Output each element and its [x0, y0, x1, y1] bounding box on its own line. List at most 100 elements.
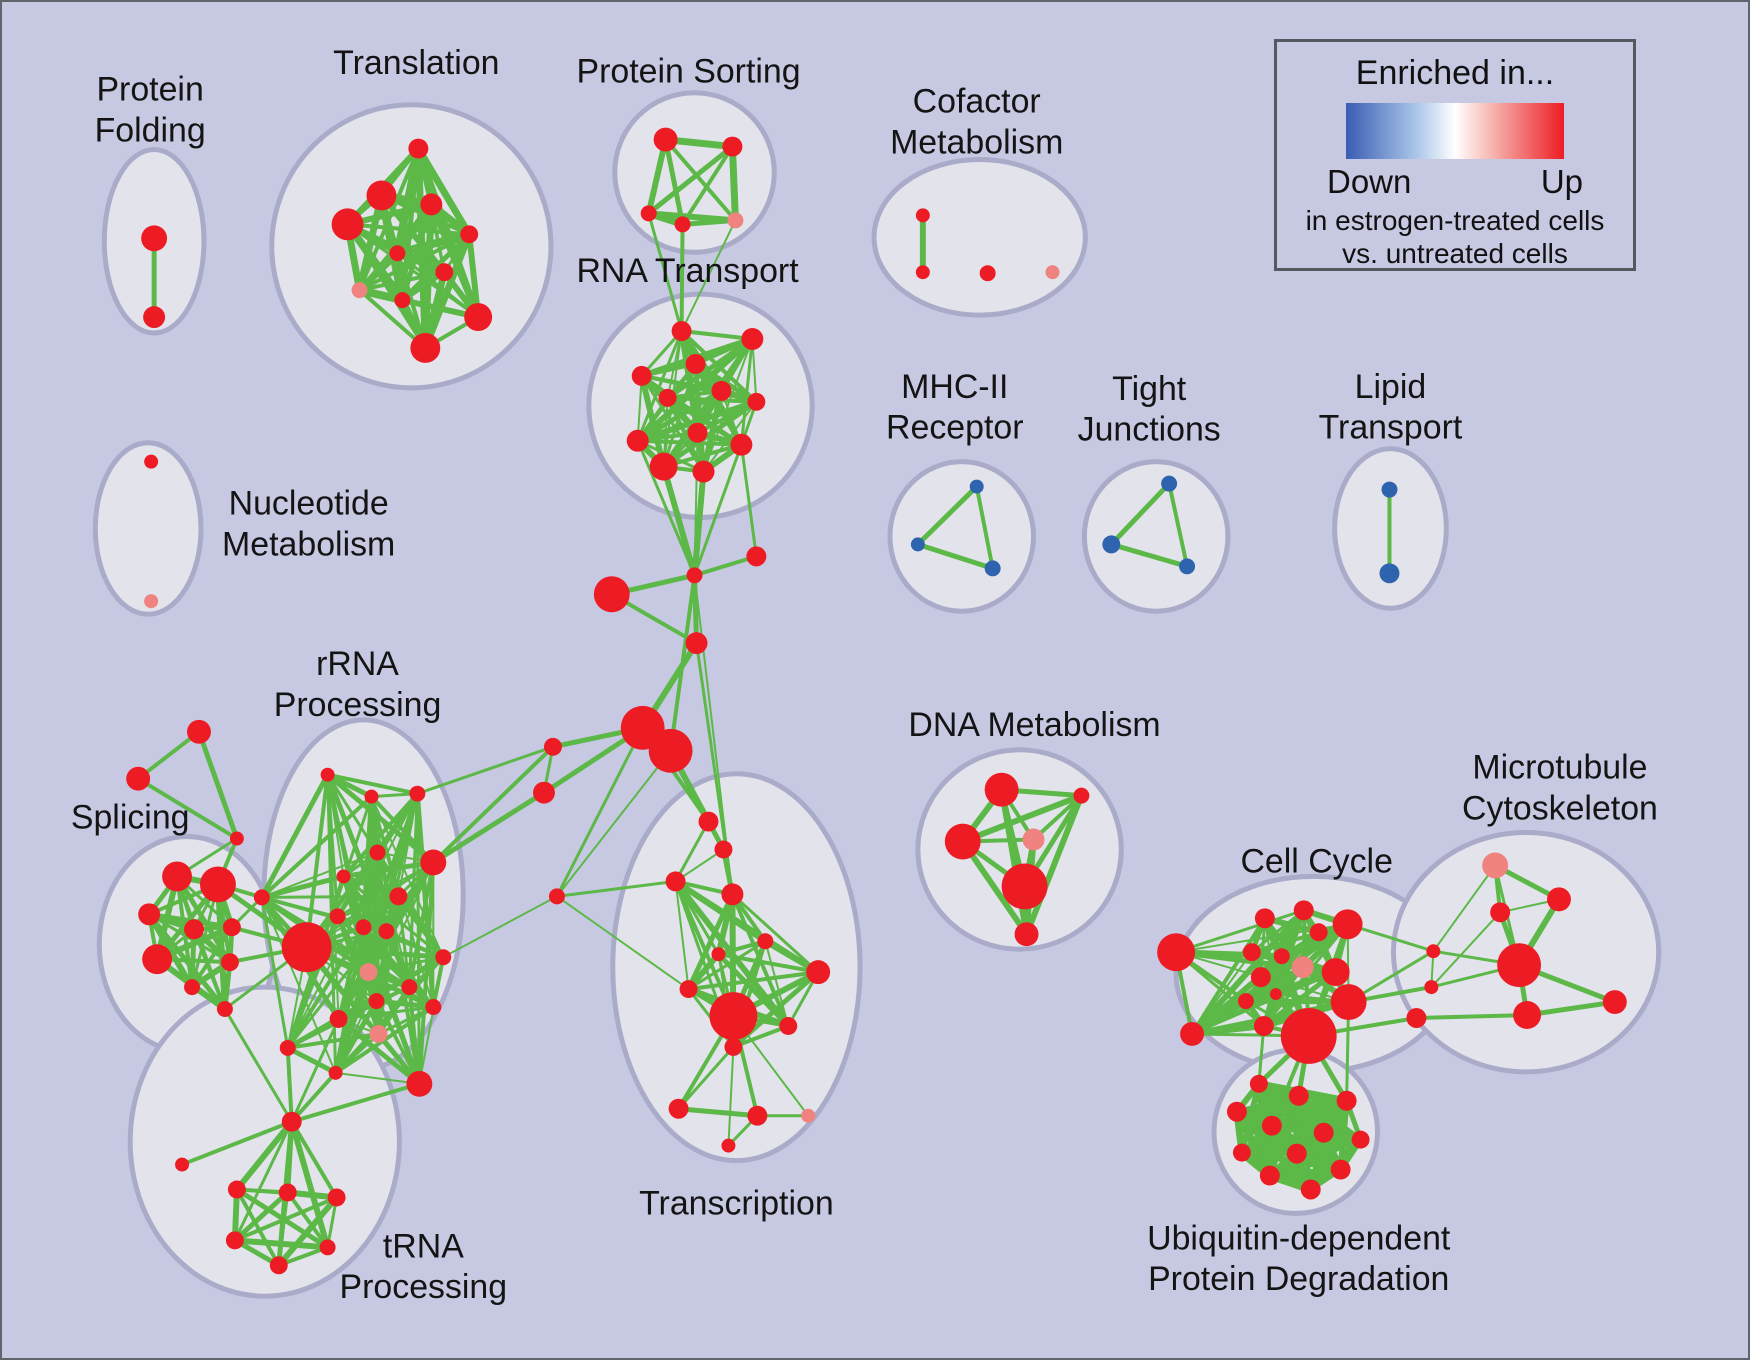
edge [214, 881, 228, 1013]
node-cell-cycle-3 [1293, 900, 1314, 921]
edge [374, 999, 421, 1086]
edge [285, 1045, 294, 1124]
legend-up-label: Up [1540, 163, 1583, 200]
node-protein-folding-0 [141, 225, 168, 252]
edge [1189, 907, 1307, 1037]
edge [356, 191, 385, 294]
node-ubiquitin-degradation-11 [1300, 1179, 1321, 1200]
edge [647, 211, 684, 333]
edge [679, 329, 755, 341]
node-dna-metabolism-2 [944, 823, 981, 860]
node-translation-9 [464, 303, 493, 332]
node-protein-sorting-3 [674, 216, 691, 233]
edge [686, 970, 821, 992]
edge [727, 1045, 735, 1147]
edge [677, 1045, 735, 1111]
node-translation-7 [351, 282, 368, 299]
edge [1108, 541, 1190, 569]
edge [739, 443, 758, 558]
edge [431, 744, 555, 865]
cluster-label-rrna-processing: rRNA Processing [274, 645, 442, 724]
edge [680, 144, 735, 227]
cluster-label-rna-transport: RNA Transport [576, 252, 799, 290]
cluster-ellipse-transcription [610, 771, 863, 1164]
node-transcription-3 [711, 947, 726, 962]
node-microtubule-cytoskeleton-2 [1490, 902, 1511, 923]
node-central-connectors-2 [746, 546, 767, 567]
edge [679, 222, 685, 334]
legend-gradient-bar [1346, 103, 1564, 159]
edge [418, 956, 445, 1085]
node-tight-junctions-0 [1161, 475, 1178, 492]
node-translation-6 [435, 263, 454, 282]
edge [395, 893, 446, 960]
edge [555, 726, 645, 898]
edge [676, 1106, 760, 1119]
edge [716, 952, 821, 975]
node-protein-folding-1 [143, 306, 166, 329]
node-dna-metabolism-4 [1001, 863, 1048, 910]
node-central-connectors-3 [685, 632, 708, 655]
edge [337, 971, 370, 1020]
edge [357, 270, 447, 293]
edge [739, 337, 754, 447]
edge [660, 463, 698, 579]
node-protein-sorting-2 [640, 205, 657, 222]
cluster-label-mhc-ii-receptor: MHC-II Receptor [886, 368, 1023, 447]
node-cell-cycle-15 [1330, 984, 1367, 1020]
edge [686, 891, 735, 992]
edge [635, 438, 744, 447]
node-rrna-processing-5 [420, 849, 447, 876]
node-trna-processing-7 [175, 1157, 190, 1172]
node-rrna-processing-15 [425, 999, 442, 1016]
edge [385, 930, 445, 959]
node-rrna-processing-12 [359, 963, 378, 982]
node-transcription-10 [747, 1105, 768, 1126]
node-rna-transport-6 [747, 392, 766, 411]
edge [716, 939, 768, 957]
edge [334, 970, 370, 1075]
node-rrna-processing-20 [369, 1024, 388, 1043]
node-cofactor-metabolism-3 [1045, 265, 1060, 280]
edge [136, 729, 201, 781]
edge [998, 786, 1030, 938]
node-cofactor-metabolism-0 [915, 208, 930, 223]
legend-caption: in estrogen-treated cells vs. untreated … [1277, 204, 1633, 270]
node-cell-cycle-1 [1180, 1021, 1205, 1046]
node-trna-processing-5 [319, 1239, 336, 1256]
node-central-connectors-6 [543, 737, 562, 756]
node-transcription-6 [709, 992, 758, 1040]
edge [636, 439, 697, 577]
edge [692, 554, 759, 578]
cluster-label-protein-sorting: Protein Sorting [577, 53, 801, 91]
edge [275, 1194, 340, 1269]
edge [259, 772, 331, 900]
node-microtubule-cytoskeleton-5 [1602, 990, 1627, 1015]
node-tight-junctions-2 [1179, 558, 1196, 575]
node-translation-3 [331, 208, 364, 241]
node-splicing-7 [184, 979, 200, 996]
node-trna-processing-1 [227, 1180, 246, 1199]
edge [304, 772, 330, 950]
edge [196, 729, 240, 842]
legend: Enriched in... Down Up in estrogen-treat… [1274, 39, 1636, 271]
node-central-connectors-1 [686, 567, 703, 584]
edge [663, 137, 738, 223]
node-ubiquitin-degradation-8 [1286, 1143, 1307, 1164]
node-ubiquitin-degradation-1 [1288, 1085, 1309, 1106]
edge [190, 925, 234, 990]
legend-caption-line2: vs. untreated cells [1342, 238, 1568, 269]
legend-caption-line1: in estrogen-treated cells [1305, 205, 1605, 236]
cluster-labels: Protein Folding Translation Protein Sorting… [71, 44, 1658, 1306]
node-microtubule-cytoskeleton-3 [1497, 943, 1542, 988]
node-splicing-satellite-2 [229, 831, 244, 846]
node-ubiquitin-degradation-0 [1249, 1074, 1268, 1093]
node-central-connectors-10 [714, 840, 733, 859]
edge [959, 838, 1030, 938]
node-cell-cycle-13 [1253, 1016, 1274, 1036]
edge [289, 1070, 338, 1124]
node-translation-2 [420, 193, 443, 216]
edge [289, 1119, 339, 1200]
edge [1524, 999, 1618, 1018]
node-rna-transport-10 [649, 452, 678, 481]
